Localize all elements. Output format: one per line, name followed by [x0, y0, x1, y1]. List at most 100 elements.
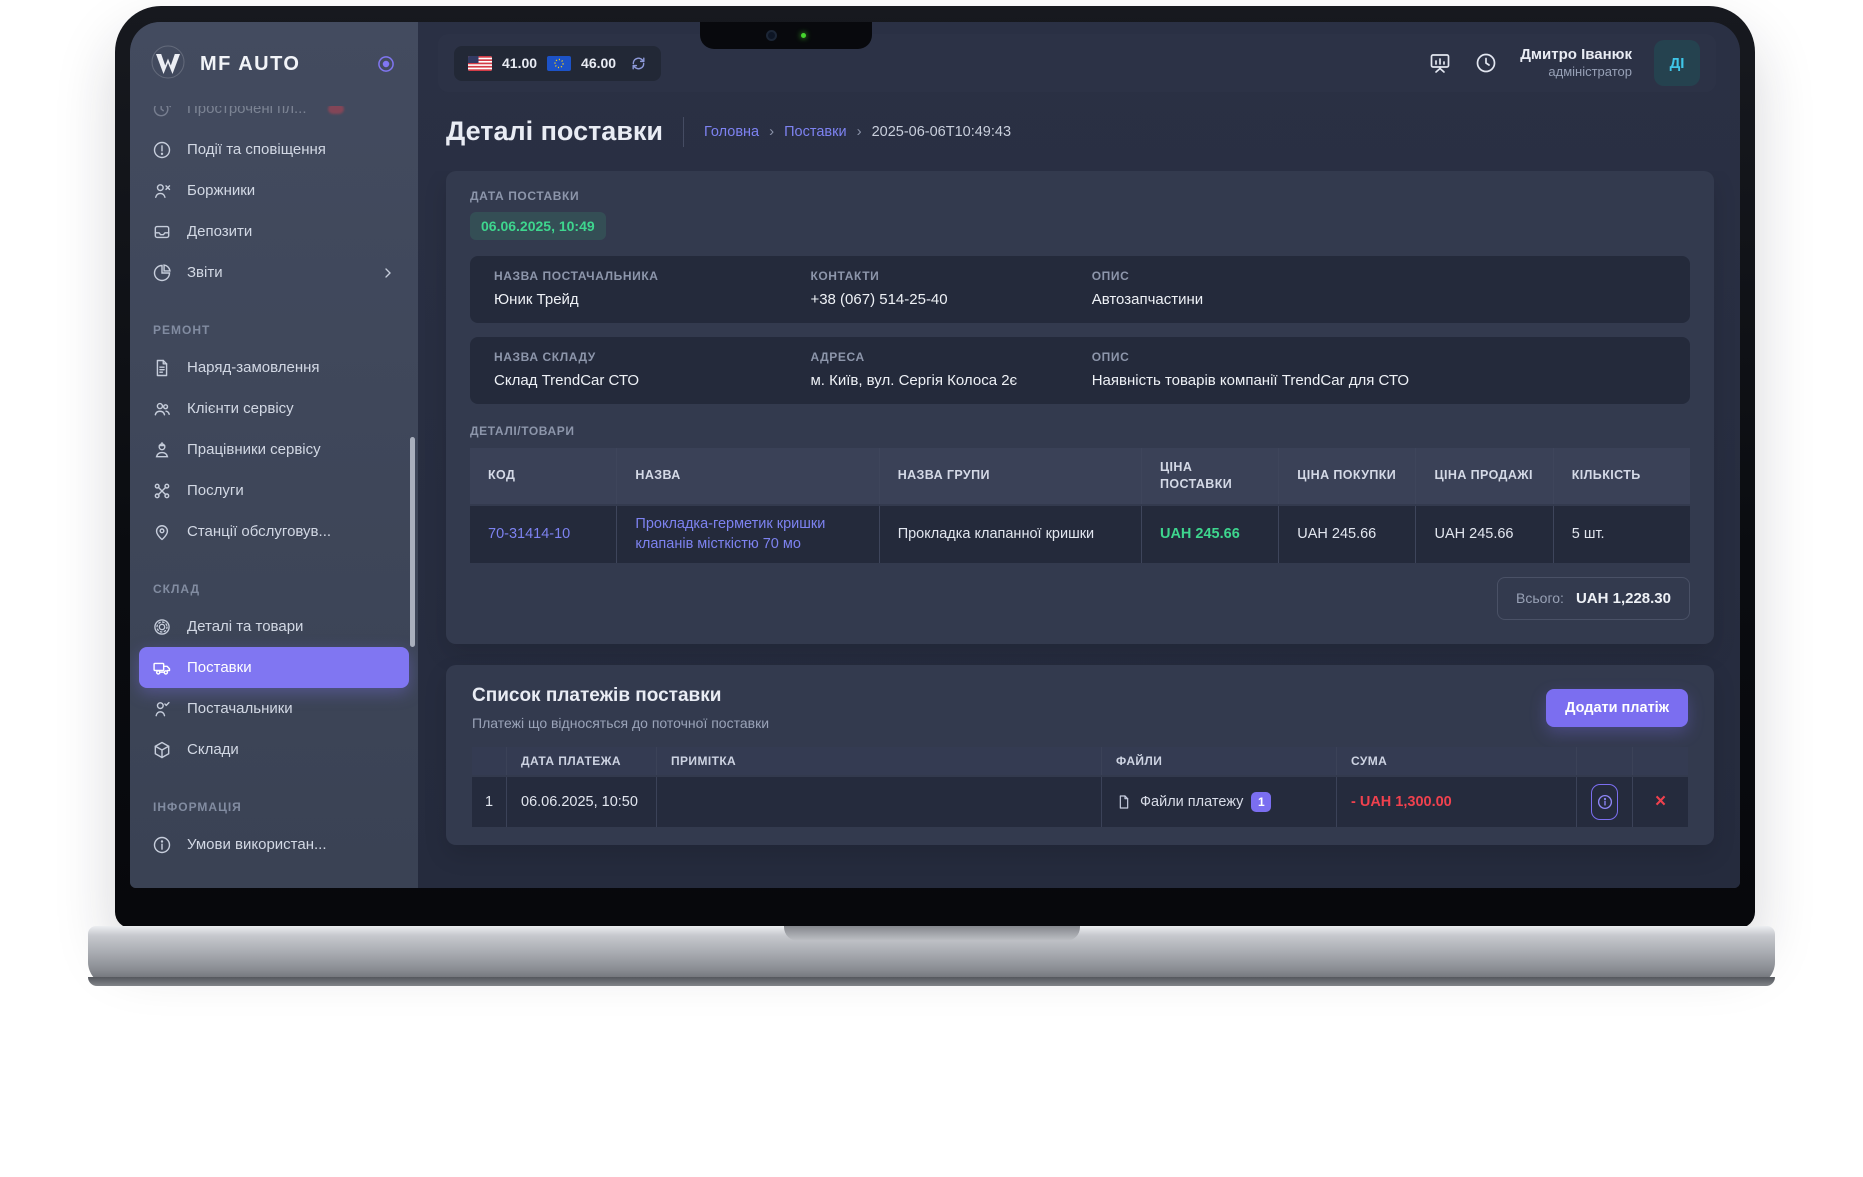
truck-icon [152, 658, 172, 678]
payments-table-header: ДАТА ПЛАТЕЖА ПРИМІТКА ФАЙЛИ СУМА [472, 746, 1688, 775]
sidebar-item-label: Прострочені пл... [187, 106, 307, 117]
files-count-badge: 1 [1251, 791, 1272, 812]
col-header-code: КОД [470, 448, 617, 504]
sidebar-collapse-icon[interactable] [376, 54, 396, 74]
sidebar-item-label: Події та сповіщення [187, 141, 326, 158]
avatar[interactable]: ДІ [1654, 40, 1700, 86]
supplier-contacts-label: КОНТАКТИ [810, 269, 880, 283]
laptop-base-edge [88, 977, 1775, 986]
col-header-index [472, 746, 506, 775]
sidebar-item-service-workers[interactable]: Працівники сервісу [139, 429, 409, 470]
sidebar-scrollbar[interactable] [410, 437, 415, 647]
items-table-header: КОД НАЗВА НАЗВА ГРУПИ ЦІНА ПОСТАВКИ ЦІНА… [470, 448, 1690, 504]
eur-rate: 46.00 [581, 55, 617, 71]
sidebar-item-services[interactable]: Послуги [139, 470, 409, 511]
alert-circle-icon [152, 140, 172, 160]
sidebar-item-parts-goods[interactable]: Деталі та товари [139, 606, 409, 647]
topbar: 41.00 46.00 [438, 34, 1716, 92]
payment-files-cell: Файли платежу 1 [1101, 776, 1336, 827]
supply-details-card: ДАТА ПОСТАВКИ 06.06.2025, 10:49 НАЗВА ПО… [446, 171, 1714, 644]
payment-files-label: Файли платежу [1140, 793, 1244, 810]
supplier-card: НАЗВА ПОСТАЧАЛЬНИКА Юник Трейд КОНТАКТИ … [470, 256, 1690, 323]
sidebar-item-deposits[interactable]: Депозити [139, 211, 409, 252]
laptop-base [88, 926, 1775, 986]
chevron-right-icon [380, 265, 396, 281]
supplier-contacts-field: КОНТАКТИ +38 (067) 514-25-40 [810, 269, 1091, 308]
main-area: 41.00 46.00 [418, 22, 1740, 888]
sidebar-item-terms[interactable]: Умови використан... [139, 824, 409, 865]
usd-rate: 41.00 [502, 55, 538, 71]
col-header-files: ФАЙЛИ [1101, 746, 1336, 775]
item-name-link[interactable]: Прокладка-герметик кришки клапанів містк… [635, 516, 826, 553]
user-x-icon [152, 181, 172, 201]
breadcrumb-supplies[interactable]: Поставки [784, 123, 847, 140]
supplier-name-field: НАЗВА ПОСТАЧАЛЬНИКА Юник Трейд [494, 269, 810, 308]
tools-icon [152, 481, 172, 501]
sidebar-item-suppliers[interactable]: Постачальники [139, 688, 409, 729]
sidebar-section-repair: РЕМОНТ [153, 323, 211, 337]
chevron-sep-icon: › [856, 123, 862, 140]
currency-widget: 41.00 46.00 [454, 45, 662, 81]
col-header-supply-price: ЦІНА ПОСТАВКИ [1140, 448, 1279, 504]
payment-note [656, 776, 1101, 827]
sidebar-item-label: Поставки [187, 659, 252, 676]
sidebar-item-debtors[interactable]: Боржники [139, 170, 409, 211]
sidebar-item-reports[interactable]: Звіти [139, 252, 409, 293]
sidebar-item-service-stations[interactable]: Станції обслуговув... [139, 511, 409, 552]
user-check-icon [152, 699, 172, 719]
supplier-contacts-value: +38 (067) 514-25-40 [810, 291, 948, 308]
sidebar-item-label: Станції обслуговув... [187, 523, 332, 540]
payment-info-button[interactable] [1591, 783, 1618, 820]
payments-table: ДАТА ПЛАТЕЖА ПРИМІТКА ФАЙЛИ СУМА 1 06. [472, 746, 1688, 827]
warehouse-desc-field: ОПИС Наявність товарів компанії TrendCar… [1092, 350, 1666, 389]
item-code-link[interactable]: 70-31414-10 [488, 526, 571, 543]
supplier-desc-label: ОПИС [1091, 269, 1130, 283]
sidebar: MF AUTO [130, 22, 418, 888]
supplier-desc-field: ОПИС Автозапчастини [1092, 269, 1666, 308]
total-row: Всього: UAH 1,228.30 [470, 576, 1690, 620]
item-group: Прокладка клапанної кришки [878, 506, 1141, 563]
col-header-quantity: КІЛЬКІСТЬ [1552, 448, 1690, 504]
laptop-screen: MF AUTO [130, 22, 1740, 888]
clock-icon[interactable] [1474, 51, 1498, 75]
sidebar-item-supplies[interactable]: Поставки [139, 647, 409, 688]
user-menu[interactable]: Дмитро Іванюк адміністратор [1520, 45, 1632, 81]
laptop-notch [700, 22, 872, 49]
dashboard-board-icon[interactable] [1428, 51, 1452, 75]
item-purchase-price: UAH 245.66 [1278, 506, 1416, 563]
refresh-rates-icon[interactable] [630, 55, 647, 72]
breadcrumb-home[interactable]: Головна [704, 123, 760, 140]
sidebar-item-label: Умови використан... [187, 836, 327, 853]
supplier-desc-value: Автозапчастини [1091, 291, 1204, 308]
warehouse-name-value: Склад TrendCar СТО [494, 372, 640, 389]
items-table: КОД НАЗВА НАЗВА ГРУПИ ЦІНА ПОСТАВКИ ЦІНА… [470, 448, 1690, 563]
payment-index: 1 [472, 776, 506, 827]
file-text-icon [152, 358, 172, 378]
warehouse-name-field: НАЗВА СКЛАДУ Склад TrendCar СТО [494, 350, 810, 389]
sidebar-item-label: Деталі та товари [187, 618, 304, 635]
cube-icon [152, 740, 172, 760]
page-content: ДАТА ПОСТАВКИ 06.06.2025, 10:49 НАЗВА ПО… [418, 171, 1740, 888]
total-label: Всього: [1516, 590, 1564, 607]
camera-led-icon [801, 33, 806, 38]
page-header: Деталі поставки Головна › Поставки › 202… [418, 92, 1740, 171]
sidebar-item-overdue-payments[interactable]: Прострочені пл... [139, 106, 409, 129]
sidebar-item-label: Послуги [187, 482, 244, 499]
sidebar-item-label: Боржники [187, 182, 256, 199]
add-payment-button[interactable]: Додати платіж [1546, 688, 1688, 727]
webcam-icon [766, 30, 777, 41]
total-box: Всього: UAH 1,228.30 [1497, 576, 1690, 620]
user-name: Дмитро Іванюк [1520, 45, 1632, 63]
user-role: адміністратор [1548, 64, 1632, 80]
sidebar-item-work-orders[interactable]: Наряд-замовлення [139, 347, 409, 388]
col-header-info [1576, 746, 1632, 775]
sidebar-item-label: Працівники сервісу [187, 441, 321, 458]
sidebar-item-service-clients[interactable]: Клієнти сервісу [139, 388, 409, 429]
sidebar-item-warehouses[interactable]: Склади [139, 729, 409, 770]
payment-delete-button[interactable]: × [1654, 791, 1667, 813]
sidebar-item-events[interactable]: Події та сповіщення [139, 129, 409, 170]
col-header-amount: СУМА [1336, 746, 1576, 775]
breadcrumb: Головна › Поставки › 2025-06-06T10:49:43 [704, 123, 1011, 140]
payment-files-link[interactable]: Файли платежу 1 [1116, 791, 1272, 812]
payment-amount: - UAH 1,300.00 [1351, 793, 1452, 810]
